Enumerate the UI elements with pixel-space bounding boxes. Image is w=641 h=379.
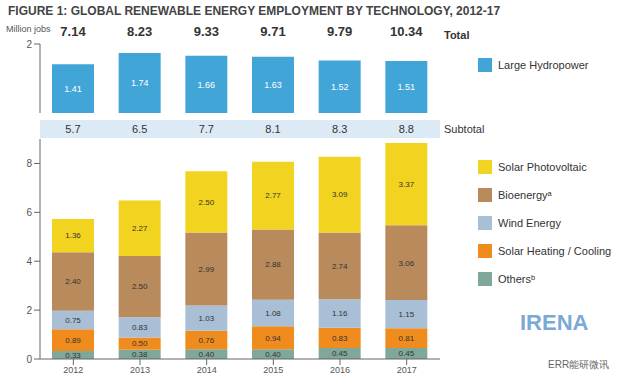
- svg-text:0.40: 0.40: [265, 350, 281, 359]
- svg-text:1.15: 1.15: [399, 310, 415, 319]
- svg-text:3.09: 3.09: [332, 190, 348, 199]
- svg-text:8: 8: [26, 158, 32, 169]
- html-text:Subtotal: Subtotal: [444, 123, 485, 135]
- svg-text:0.45: 0.45: [332, 349, 348, 358]
- html-text:Solar Photovoltaic: Solar Photovoltaic: [498, 161, 587, 173]
- svg-text:1.66: 1.66: [198, 80, 216, 90]
- svg-text:6.5: 6.5: [132, 123, 147, 135]
- svg-text:1.16: 1.16: [332, 309, 348, 318]
- svg-text:0.83: 0.83: [332, 334, 348, 343]
- svg-text:2: 2: [26, 39, 32, 50]
- svg-text:2.50: 2.50: [199, 198, 215, 207]
- svg-text:2: 2: [26, 305, 32, 316]
- svg-text:5.7: 5.7: [65, 123, 80, 135]
- svg-text:1.63: 1.63: [264, 80, 282, 90]
- svg-text:2012: 2012: [63, 365, 83, 375]
- html-text:Bioenergyᵃ: Bioenergyᵃ: [498, 189, 552, 201]
- svg-text:0.76: 0.76: [199, 336, 215, 345]
- svg-text:7.7: 7.7: [199, 123, 214, 135]
- svg-text:0: 0: [26, 354, 32, 365]
- svg-text:0.38: 0.38: [132, 350, 148, 359]
- svg-text:0.40: 0.40: [199, 350, 215, 359]
- svg-text:9.79: 9.79: [327, 24, 352, 39]
- svg-text:2.88: 2.88: [265, 260, 281, 269]
- svg-text:2.99: 2.99: [199, 265, 215, 274]
- svg-text:10.34: 10.34: [390, 24, 423, 39]
- svg-text:2.77: 2.77: [265, 191, 281, 200]
- svg-text:0.45: 0.45: [399, 349, 415, 358]
- svg-text:7.14: 7.14: [60, 24, 86, 39]
- svg-text:9.33: 9.33: [194, 24, 219, 39]
- svg-text:8.3: 8.3: [332, 123, 347, 135]
- svg-text:2.40: 2.40: [65, 277, 81, 286]
- svg-text:0.83: 0.83: [132, 323, 148, 332]
- svg-text:0.94: 0.94: [265, 334, 281, 343]
- svg-text:1.36: 1.36: [65, 231, 81, 240]
- svg-text:2.74: 2.74: [332, 262, 348, 271]
- svg-text:2.27: 2.27: [132, 224, 148, 233]
- svg-text:1.08: 1.08: [265, 309, 281, 318]
- svg-text:8.8: 8.8: [399, 123, 414, 135]
- svg-text:1.03: 1.03: [199, 314, 215, 323]
- html-text:FIGURE 1: GLOBAL RENEWABLE ENE: FIGURE 1: GLOBAL RENEWABLE ENERGY EMPLOY…: [8, 4, 501, 18]
- svg-text:1.41: 1.41: [64, 84, 82, 94]
- svg-text:2015: 2015: [263, 365, 283, 375]
- html-text:Wind Energy: Wind Energy: [498, 217, 561, 229]
- svg-text:2013: 2013: [130, 365, 150, 375]
- svg-text:3.06: 3.06: [399, 259, 415, 268]
- svg-text:2016: 2016: [330, 365, 350, 375]
- svg-text:1.52: 1.52: [331, 82, 349, 92]
- svg-text:4: 4: [26, 256, 32, 267]
- svg-text:0.33: 0.33: [65, 351, 81, 360]
- svg-text:1.51: 1.51: [398, 82, 416, 92]
- svg-text:0.81: 0.81: [399, 334, 415, 343]
- svg-text:1.74: 1.74: [131, 78, 149, 88]
- html-text:Large Hydropower: Large Hydropower: [498, 59, 589, 71]
- html-text:ERR能研微讯: ERR能研微讯: [548, 359, 610, 370]
- svg-text:3.37: 3.37: [399, 180, 415, 189]
- svg-text:0.75: 0.75: [65, 316, 81, 325]
- svg-text:0.89: 0.89: [65, 336, 81, 345]
- html-text:Othersᵇ: Othersᵇ: [498, 273, 536, 285]
- html-text:IRENA: IRENA: [520, 310, 589, 335]
- svg-text:2017: 2017: [397, 365, 417, 375]
- svg-text:9.71: 9.71: [260, 24, 285, 39]
- svg-text:8.1: 8.1: [265, 123, 280, 135]
- svg-text:0.50: 0.50: [132, 339, 148, 348]
- html-text:Million jobs: Million jobs: [6, 24, 51, 34]
- html-text:Solar Heating / Cooling: Solar Heating / Cooling: [498, 245, 612, 257]
- html-text:Total: Total: [444, 29, 470, 41]
- svg-text:2014: 2014: [197, 365, 217, 375]
- svg-text:6: 6: [26, 207, 32, 218]
- svg-text:2.50: 2.50: [132, 282, 148, 291]
- svg-text:8.23: 8.23: [127, 24, 152, 39]
